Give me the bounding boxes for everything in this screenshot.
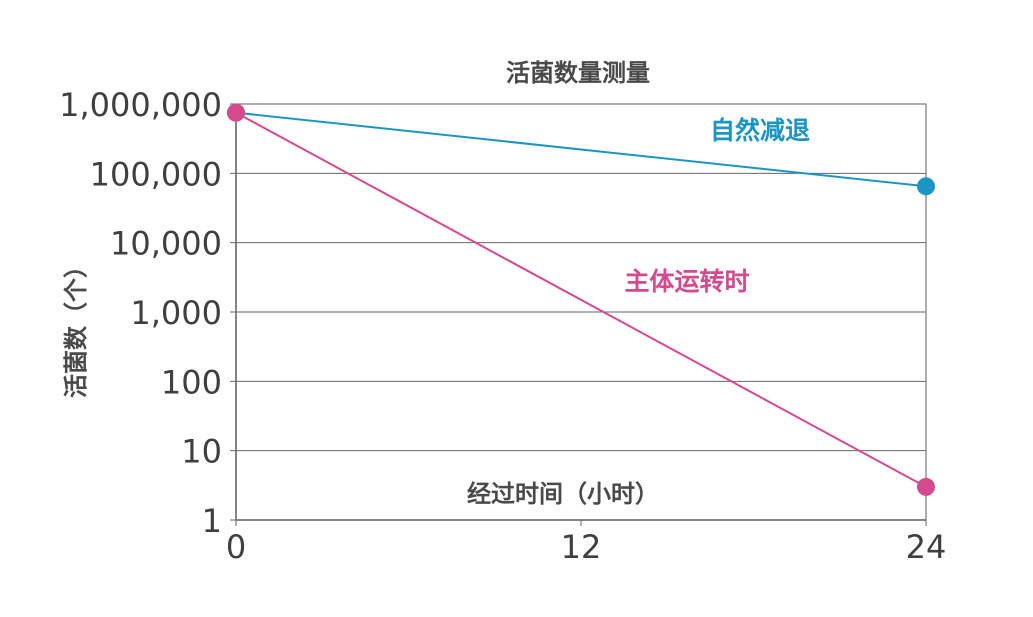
- y-tick-label: 1: [202, 502, 222, 540]
- x-tick-labels: 0 12 24: [226, 528, 947, 566]
- data-point-running: [227, 103, 245, 122]
- y-tick-label: 100,000: [90, 155, 222, 193]
- y-tick-labels: 1 10 100 1,000 10,000 100,000 1,000,000: [59, 86, 222, 540]
- series: [227, 103, 935, 496]
- y-axis-label: 活菌数（个）: [62, 254, 90, 398]
- data-point-running: [917, 477, 935, 496]
- series-label-running: 主体运转时: [624, 267, 749, 296]
- y-tick-label: 10: [181, 433, 222, 471]
- x-axis-label: 经过时间（小时）: [467, 480, 659, 508]
- y-tick-label: 100: [161, 363, 222, 401]
- y-tick-label: 10,000: [110, 225, 222, 263]
- grid: [230, 103, 927, 526]
- series-line-running: [235, 111, 927, 488]
- x-tick-label: 24: [906, 528, 947, 566]
- data-point-natural-decay: [917, 177, 935, 196]
- y-tick-label: 1,000: [130, 294, 222, 332]
- series-line-natural-decay: [235, 111, 927, 188]
- y-tick-label: 1,000,000: [59, 86, 222, 124]
- series-label-natural-decay: 自然减退: [710, 116, 810, 145]
- chart-title: 活菌数量测量: [506, 59, 650, 87]
- x-tick-label: 0: [226, 528, 246, 566]
- x-tick-label: 12: [561, 528, 602, 566]
